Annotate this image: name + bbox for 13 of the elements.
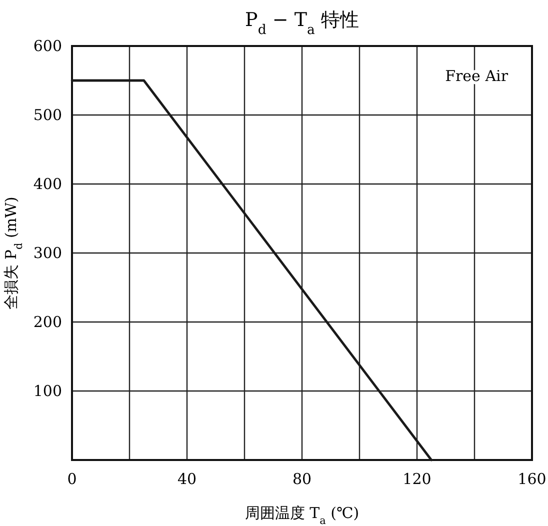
x-tick-label: 0	[67, 470, 77, 488]
y-tick-label: 500	[33, 106, 62, 124]
y-tick-label: 300	[33, 244, 62, 262]
x-axis-title: 周囲温度 T$_{a}$ (℃)	[244, 504, 360, 526]
chart-title: P$_{d}$ − T$_{a}$ 特性	[245, 9, 359, 38]
x-tick-label: 40	[177, 470, 197, 488]
x-tick-label: 80	[292, 470, 312, 488]
x-tick-label: 120	[402, 470, 432, 488]
y-tick-label: 100	[33, 382, 62, 400]
y-tick-label: 200	[33, 313, 62, 331]
x-tick-label: 160	[518, 470, 546, 488]
y-tick-label: 400	[33, 175, 62, 193]
y-tick-label: 600	[33, 37, 62, 55]
